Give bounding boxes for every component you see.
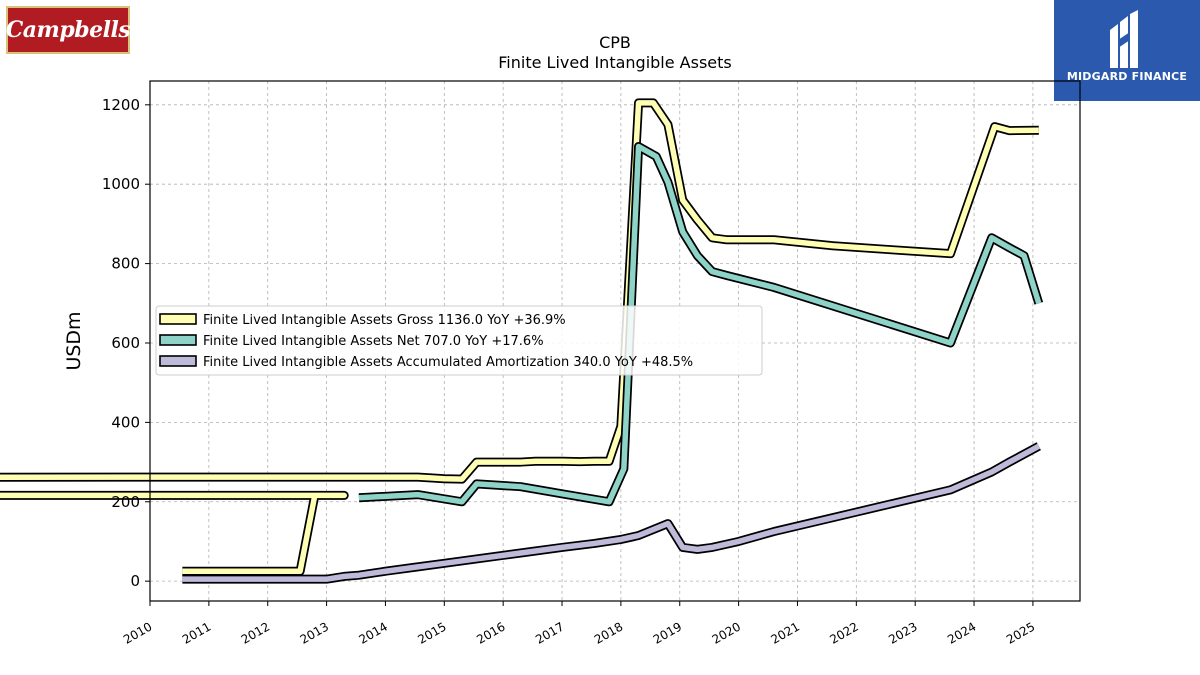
y-tick-label: 600 (111, 334, 140, 352)
chart-subtitle: Finite Lived Intangible Assets (498, 53, 731, 72)
x-tick-label: 2012 (239, 619, 272, 646)
x-tick-label: 2021 (769, 619, 802, 646)
midgard-finance-logo-text: MIDGARD FINANCE (1066, 70, 1188, 83)
y-tick-label: 1200 (102, 96, 140, 114)
midgard-finance-logo-icon (1110, 10, 1138, 68)
legend-swatch-2 (159, 355, 197, 367)
y-tick-label: 800 (111, 255, 140, 273)
campbells-logo-text: Campbells (5, 17, 131, 43)
y-tick-label: 200 (111, 493, 140, 511)
campbells-logo: Campbells (5, 6, 131, 54)
y-tick-label: 0 (130, 572, 140, 590)
legend-entry-2: Finite Lived Intangible Assets Accumulat… (203, 355, 693, 370)
chart-title: CPB (599, 33, 631, 52)
series-line-0 (0, 100, 1039, 574)
legend-box (155, 305, 763, 376)
y-tick-label: 400 (111, 413, 140, 431)
x-tick-label: 2015 (415, 619, 448, 646)
legend-swatch-0 (159, 313, 197, 325)
legend-swatch-1 (159, 334, 197, 346)
x-tick-label: 2011 (180, 619, 213, 646)
plot-frame (149, 80, 1081, 602)
x-tick-label: 2022 (827, 619, 860, 646)
midgard-finance-logo: MIDGARD FINANCE (1054, 0, 1200, 101)
x-tick-label: 2014 (356, 619, 389, 646)
series-line-1 (358, 143, 1042, 505)
x-tick-label: 2016 (474, 619, 507, 646)
x-tick-label: 2018 (592, 619, 625, 646)
y-tick-label: 1000 (102, 175, 140, 193)
x-ticks: 2010 2011 2012 2013 2014 2015 2016 2017 2018 2019… (121, 601, 1037, 647)
x-tick-label: 2023 (886, 619, 919, 646)
series-layer (0, 98, 1044, 584)
x-tick-label: 2010 (121, 619, 154, 646)
x-tick-label: 2025 (1004, 619, 1037, 646)
x-tick-label: 2019 (651, 619, 684, 646)
legend: Finite Lived Intangible Assets Gross 113… (155, 305, 763, 376)
y-axis-label: USDm (63, 311, 85, 370)
legend-entry-1: Finite Lived Intangible Assets Net 707.0… (203, 334, 544, 349)
y-ticks: 0 200 400 600 800 1000 1200 (102, 96, 150, 590)
series-line-2 (182, 443, 1041, 582)
x-tick-label: 2024 (945, 619, 978, 646)
x-tick-label: 2020 (710, 619, 743, 646)
legend-entry-0: Finite Lived Intangible Assets Gross 113… (203, 313, 566, 328)
x-tick-label: 2017 (533, 619, 566, 646)
x-tick-label: 2013 (298, 619, 331, 646)
